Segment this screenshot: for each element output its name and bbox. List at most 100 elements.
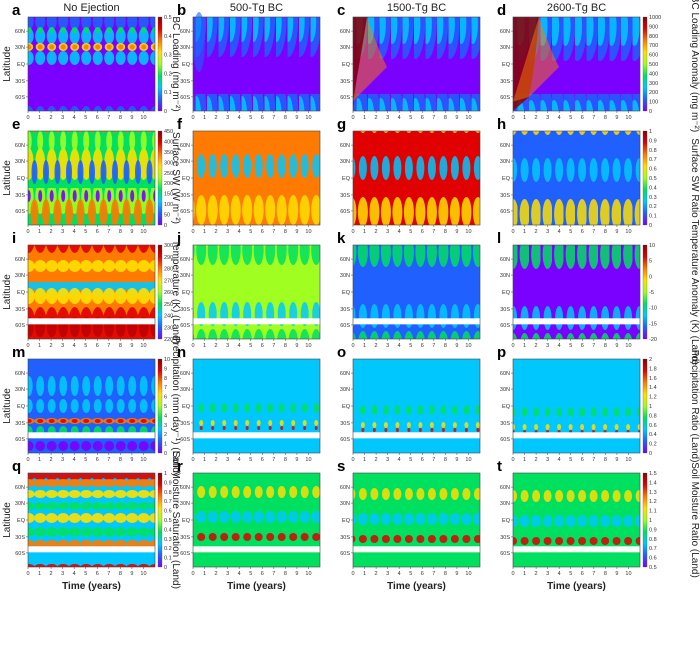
x-tick-label: 7 xyxy=(432,457,435,463)
x-tick-label: 6 xyxy=(96,343,99,349)
colorbar-tick-label: 0.6 xyxy=(649,167,657,173)
x-tick-label: 3 xyxy=(226,343,229,349)
colorbar-tick-label: 2 xyxy=(649,357,652,363)
x-tick-label: 9 xyxy=(295,115,298,121)
x-tick-label: 3 xyxy=(226,457,229,463)
colorbar-primary: 0 1 2 3 4 5 6 7 8 9 10 Precipitation (mm day⁻¹) (La… xyxy=(157,336,181,476)
x-tick-label: 3 xyxy=(546,457,549,463)
y-tick-label: 30S xyxy=(500,535,510,541)
mask-band xyxy=(193,432,320,439)
y-tick-label: 30S xyxy=(15,307,25,313)
x-tick-label: 10 xyxy=(140,229,146,235)
x-tick-label: 0 xyxy=(511,343,514,349)
x-tick-label: 5 xyxy=(409,571,412,577)
panel-letter: i xyxy=(12,230,16,247)
heatmap-field xyxy=(28,473,155,567)
y-tick-label: 60N xyxy=(340,143,350,149)
colorbar-tick-label: 0.3 xyxy=(649,195,657,201)
x-tick-label: 8 xyxy=(284,115,287,121)
x-tick-label: 2 xyxy=(215,457,218,463)
x-tick-label: 4 xyxy=(558,571,561,577)
x-tick-label: 1 xyxy=(203,343,206,349)
x-tick-label: 10 xyxy=(625,457,631,463)
x-tick-label: 1 xyxy=(363,229,366,235)
colorbar-tick-label: 0.8 xyxy=(649,413,657,419)
x-tick-label: 7 xyxy=(592,571,595,577)
x-tick-label: 1 xyxy=(363,457,366,463)
y-tick-label: 30N xyxy=(15,387,25,393)
colorbar-tick-label: 500 xyxy=(649,62,658,68)
x-tick-label: 3 xyxy=(386,229,389,235)
y-tick-label: 30N xyxy=(180,45,190,51)
y-tick-label: 60S xyxy=(180,437,190,443)
colorbar-tick-label: 250 xyxy=(164,171,173,177)
x-tick-label: 10 xyxy=(140,115,146,121)
y-tick-label: 60S xyxy=(340,323,350,329)
x-tick-label: 9 xyxy=(455,229,458,235)
heatmap-field xyxy=(353,131,480,225)
x-tick-label: 4 xyxy=(238,229,241,235)
y-axis-label: Latitude xyxy=(2,388,13,424)
x-tick-label: 1 xyxy=(523,343,526,349)
heatmap-field xyxy=(193,359,320,453)
colorbar-tick-label: 0.2 xyxy=(164,71,172,77)
y-tick-label: 60N xyxy=(500,485,510,491)
x-tick-label: 8 xyxy=(604,571,607,577)
colorbar-tick-label: 1 xyxy=(164,471,167,477)
x-tick-label: 8 xyxy=(444,571,447,577)
y-tick-label: 60N xyxy=(500,143,510,149)
colorbar-anomaly: 0.5 0.6 0.7 0.8 0.9 1 1.1 1.2 1.3 1.4 1.5 Soil Mois… xyxy=(642,462,700,578)
y-tick-label: EQ xyxy=(502,62,511,68)
x-tick-label: 5 xyxy=(249,571,252,577)
x-tick-label: 0 xyxy=(26,115,29,121)
y-tick-label: 30S xyxy=(340,307,350,313)
colorbar-tick-label: 100 xyxy=(649,100,658,106)
x-tick-label: 6 xyxy=(96,229,99,235)
x-tick-label: 0 xyxy=(26,457,29,463)
y-tick-label: 60N xyxy=(340,257,350,263)
x-tick-label: 3 xyxy=(386,457,389,463)
colorbar-tick-label: 100 xyxy=(164,202,173,208)
x-tick-label: 10 xyxy=(465,457,471,463)
x-tick-label: 3 xyxy=(546,571,549,577)
y-tick-label: EQ xyxy=(17,62,26,68)
y-tick-label: 30S xyxy=(340,193,350,199)
y-tick-label: 60N xyxy=(340,371,350,377)
x-tick-label: 3 xyxy=(546,343,549,349)
x-tick-label: 10 xyxy=(140,571,146,577)
colorbar-tick-label: -10 xyxy=(649,306,657,312)
y-tick-label: 60S xyxy=(500,95,510,101)
colorbar-tick-label: 1000 xyxy=(649,15,661,21)
y-tick-label: 30S xyxy=(180,421,190,427)
y-tick-label: EQ xyxy=(17,404,26,410)
panel-letter: c xyxy=(337,2,345,19)
x-tick-label: 7 xyxy=(107,229,110,235)
x-axis-label: Time (years) xyxy=(387,581,446,592)
y-tick-label: 60N xyxy=(500,29,510,35)
colorbar-anomaly: -20 -15 -10 -5 0 5 10 Temperature Anomaly (K) (… xyxy=(642,219,700,365)
x-tick-label: 6 xyxy=(581,343,584,349)
x-tick-label: 6 xyxy=(581,571,584,577)
colorbar-primary: 0 0.1 0.2 0.3 0.4 0.5 0.6 0.7 0.8 0.9 1 Soil Moistu… xyxy=(157,451,181,589)
panel-letter: k xyxy=(337,230,346,247)
x-tick-label: 3 xyxy=(61,571,64,577)
x-tick-label: 9 xyxy=(615,343,618,349)
heatmap-field xyxy=(193,131,320,225)
x-tick-label: 5 xyxy=(84,229,87,235)
heatmap-field xyxy=(28,131,155,225)
x-tick-label: 3 xyxy=(386,115,389,121)
x-tick-label: 6 xyxy=(261,571,264,577)
y-tick-label: 30N xyxy=(180,387,190,393)
panel-a: 0 1 2 3 4 5 6 7 8 9 10 60N 30N EQ 30S 60S a No Ejection xyxy=(12,2,156,121)
x-tick-label: 2 xyxy=(375,343,378,349)
colorbar-tick-label: 50 xyxy=(164,213,170,219)
x-tick-label: 9 xyxy=(615,457,618,463)
colorbar-tick-label: 0.4 xyxy=(164,34,172,40)
colorbar-tick-label: 1.5 xyxy=(649,471,657,477)
x-tick-label: 8 xyxy=(119,571,122,577)
y-tick-label: EQ xyxy=(182,404,191,410)
colorbar-tick-label: 0.2 xyxy=(164,546,172,552)
x-tick-label: 1 xyxy=(38,343,41,349)
x-tick-label: 9 xyxy=(455,343,458,349)
